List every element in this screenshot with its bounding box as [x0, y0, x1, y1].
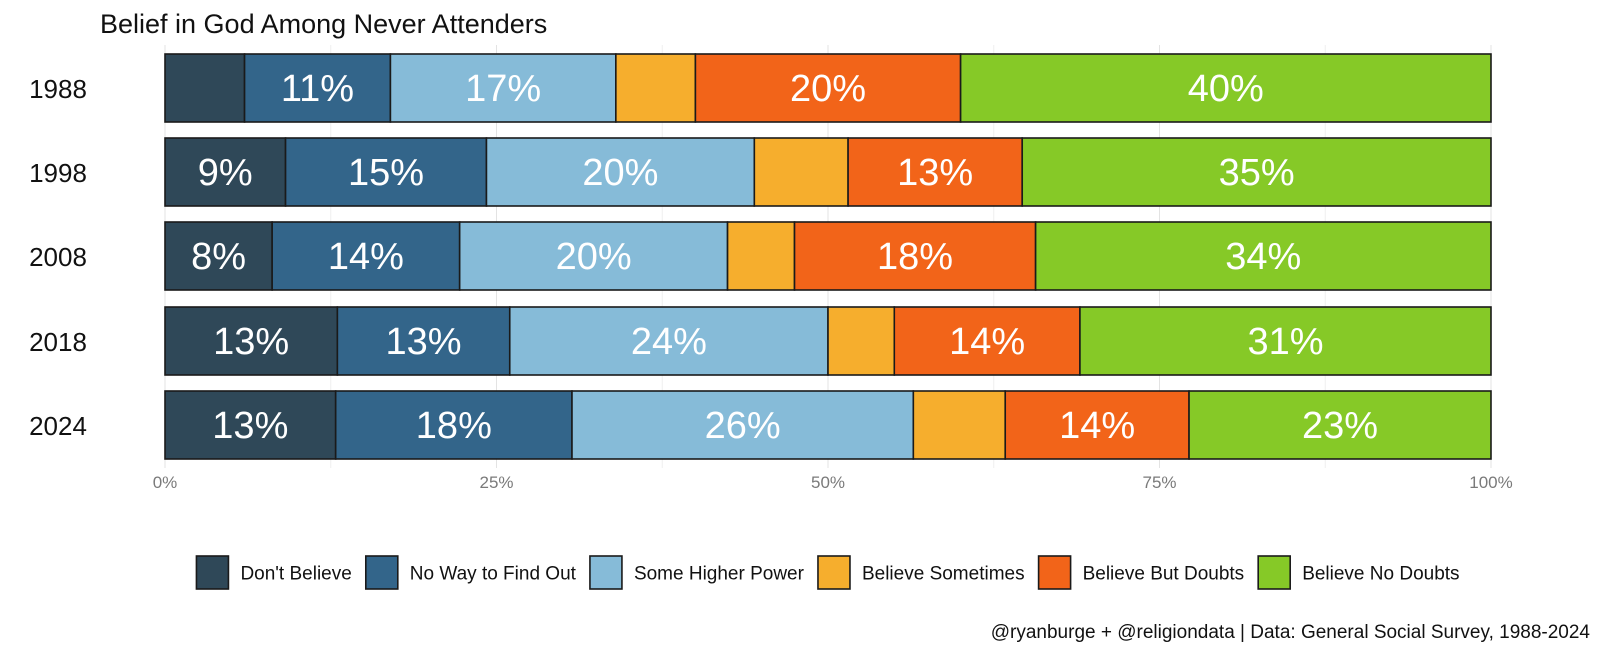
legend-label-no-way-to-find-out: No Way to Find Out — [410, 564, 577, 585]
x-tick-label: 25% — [479, 473, 513, 492]
bar-segment-1998-some-higher-power — [485, 137, 756, 207]
legend-key-believe-but-doubts — [1037, 555, 1072, 590]
data-label-1998-believe-no-doubts: 35% — [1219, 152, 1295, 194]
data-label-1988-some-higher-power: 17% — [465, 68, 541, 110]
bar-segment-1998-believe-but-doubts — [847, 137, 1024, 207]
bar-segment-1988-believe-sometimes — [615, 53, 697, 123]
bar-row-2008: 8% 14% 20% 18% 34% — [164, 221, 1492, 291]
chart-caption: @ryanburge + @religiondata | Data: Gener… — [991, 622, 1591, 643]
data-label-2008-some-higher-power: 20% — [556, 236, 632, 278]
data-label-1998-no-way-to-find-out: 15% — [348, 152, 424, 194]
bars: 11% 17% 20% 40% 9% 15% 20% 13% 35% 8% 14% 20% 18% 34%… — [164, 53, 1492, 460]
bar-row-2018: 13% 13% 24% 14% 31% — [164, 306, 1492, 376]
bar-segment-2018-no-way-to-find-out — [336, 306, 511, 376]
data-label-1988-believe-no-doubts: 40% — [1188, 68, 1264, 110]
data-label-2018-believe-no-doubts: 31% — [1247, 321, 1323, 363]
legend-label-believe-no-doubts: Believe No Doubts — [1302, 564, 1459, 585]
bar-segment-2018-believe-no-doubts — [1079, 306, 1492, 376]
category-label-1998: 1998 — [29, 158, 87, 188]
data-label-2018-no-way-to-find-out: 13% — [386, 321, 462, 363]
legend: Don't Believe No Way to Find Out Some High… — [195, 555, 1460, 590]
category-label-2018: 2018 — [29, 327, 87, 357]
legend-key-believe-sometimes — [817, 555, 851, 590]
legend-key-some-higher-power — [589, 555, 623, 590]
bar-segment-1988-don-t-believe — [164, 53, 246, 123]
legend-key-don-t-believe — [195, 555, 230, 590]
data-label-1988-no-way-to-find-out: 11% — [281, 68, 354, 110]
bar-segment-2024-believe-sometimes — [912, 390, 1007, 460]
bar-segment-1988-believe-no-doubts — [959, 53, 1492, 123]
data-label-1998-don-t-believe: 9% — [198, 152, 253, 194]
data-label-2008-believe-but-doubts: 18% — [877, 236, 953, 278]
data-label-2008-no-way-to-find-out: 14% — [328, 236, 404, 278]
data-label-2024-believe-no-doubts: 23% — [1302, 405, 1378, 447]
bar-segment-1998-believe-sometimes — [753, 137, 849, 207]
data-label-2024-some-higher-power: 26% — [705, 405, 781, 447]
category-label-2008: 2008 — [29, 242, 87, 272]
bar-segment-1998-no-way-to-find-out — [284, 137, 488, 207]
bar-segment-2024-believe-but-doubts — [1004, 390, 1190, 460]
bar-segment-2018-believe-sometimes — [827, 306, 896, 376]
data-label-1998-some-higher-power: 20% — [582, 152, 658, 194]
bar-segment-2008-believe-no-doubts — [1034, 221, 1492, 291]
data-label-1998-believe-but-doubts: 13% — [897, 152, 973, 194]
bar-segment-1998-believe-no-doubts — [1021, 137, 1492, 207]
legend-label-some-higher-power: Some Higher Power — [634, 564, 805, 585]
data-label-2024-no-way-to-find-out: 18% — [416, 405, 492, 447]
bar-segment-2008-believe-sometimes — [726, 221, 796, 291]
bar-segment-2018-don-t-believe — [164, 306, 339, 376]
data-label-2018-believe-but-doubts: 14% — [949, 321, 1025, 363]
legend-label-believe-sometimes: Believe Sometimes — [862, 564, 1025, 585]
data-label-2018-don-t-believe: 13% — [213, 321, 289, 363]
x-tick-label: 50% — [811, 473, 845, 492]
bar-segment-2024-believe-no-doubts — [1188, 390, 1492, 460]
bar-segment-1988-believe-but-doubts — [694, 53, 962, 123]
category-labels: 1988 1998 2008 2018 2024 — [29, 74, 87, 441]
bar-segment-1998-don-t-believe — [164, 137, 287, 207]
data-label-2008-don-t-believe: 8% — [191, 236, 246, 278]
chart-title: Belief in God Among Never Attenders — [100, 9, 547, 39]
bar-segment-2008-don-t-believe — [164, 221, 273, 291]
bar-segment-2008-believe-but-doubts — [793, 221, 1037, 291]
legend-label-don-t-believe: Don't Believe — [240, 564, 351, 585]
bar-row-1998: 9% 15% 20% 13% 35% — [164, 137, 1492, 207]
legend-key-believe-no-doubts — [1257, 555, 1291, 590]
x-axis-ticks: 0% 25% 50% 75% 100% — [153, 473, 1513, 492]
category-label-2024: 2024 — [29, 411, 87, 441]
data-label-2018-some-higher-power: 24% — [631, 321, 707, 363]
bar-segment-2018-some-higher-power — [508, 306, 829, 376]
data-label-2008-believe-no-doubts: 34% — [1225, 236, 1301, 278]
legend-key-no-way-to-find-out — [364, 555, 399, 590]
bar-segment-2024-no-way-to-find-out — [334, 390, 573, 460]
data-label-2024-don-t-believe: 13% — [212, 405, 288, 447]
bar-segment-1988-some-higher-power — [389, 53, 617, 123]
bar-segment-2018-believe-but-doubts — [893, 306, 1081, 376]
bar-row-1988: 11% 17% 20% 40% — [164, 53, 1492, 123]
bar-segment-2024-some-higher-power — [571, 390, 915, 460]
data-label-1988-believe-but-doubts: 20% — [790, 68, 866, 110]
legend-label-believe-but-doubts: Believe But Doubts — [1083, 564, 1245, 585]
bar-segment-2008-no-way-to-find-out — [271, 221, 461, 291]
x-tick-label: 0% — [153, 473, 178, 492]
x-tick-label: 100% — [1469, 473, 1512, 492]
x-tick-label: 75% — [1142, 473, 1176, 492]
data-label-2024-believe-but-doubts: 14% — [1059, 405, 1135, 447]
bar-row-2024: 13% 18% 26% 14% 23% — [164, 390, 1492, 460]
category-label-1988: 1988 — [29, 74, 87, 104]
